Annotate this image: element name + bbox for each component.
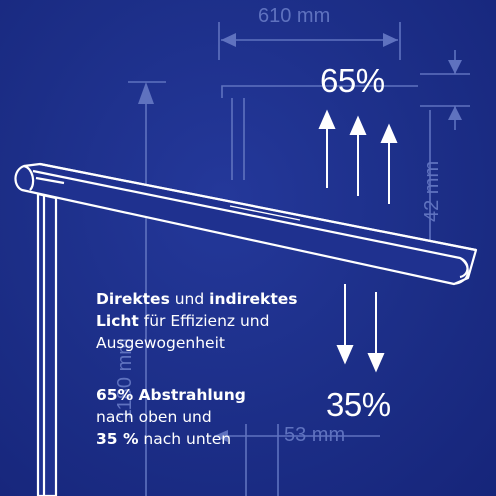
upward-light-percent: 65% [320, 62, 385, 99]
description-line-6: 35 % nach unten [96, 430, 232, 448]
description-line-5: nach oben und [96, 408, 212, 426]
lamp-head [14, 162, 478, 286]
height-dimension-label: 42 mm [421, 161, 443, 222]
lamp-pole [36, 192, 58, 496]
description-line-4: 65% Abstrahlung [96, 386, 246, 404]
width-dimension-label: 610 mm [258, 5, 330, 27]
up-arrows [318, 109, 398, 204]
depth-dimension-label: 53 mm [284, 424, 345, 446]
description-line-1: Direktes und indirektes [96, 290, 298, 308]
downward-light-percent: 35% [326, 386, 391, 423]
description-line-2: Licht für Effizienz und [96, 312, 270, 330]
feature-description: Direktes und indirektes Licht für Effizi… [96, 288, 298, 354]
distribution-description: 65% Abstrahlung nach oben und 35 % nach … [96, 384, 246, 450]
dimension-guides [128, 22, 470, 496]
down-arrows [336, 284, 385, 373]
total-height-dimension-label: 1180 mm [114, 338, 136, 420]
description-line-3: Ausgewogenheit [96, 334, 225, 352]
